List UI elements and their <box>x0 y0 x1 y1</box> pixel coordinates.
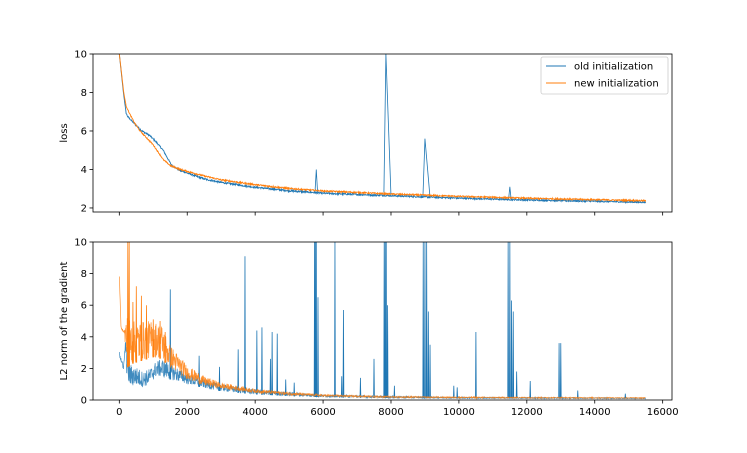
spike-new <box>152 319 155 358</box>
axes-frame <box>92 53 673 213</box>
spike-old <box>269 358 272 396</box>
y-tick-label: 2 <box>81 203 87 214</box>
spike-old <box>271 332 273 396</box>
series-line-new <box>118 54 647 203</box>
spike-old <box>429 344 431 399</box>
series-line-new <box>118 276 646 400</box>
spike-old <box>317 297 319 397</box>
spike-old <box>386 305 389 399</box>
spike-old <box>314 169 319 194</box>
spike-old <box>256 330 258 395</box>
spike-new <box>164 332 166 363</box>
x-tick-label: 10000 <box>443 407 475 418</box>
y-axis-label: L2 norm of the gradient <box>59 261 70 380</box>
spike-old <box>475 332 477 399</box>
spike-old <box>558 343 560 399</box>
y-tick-label: 8 <box>81 269 87 280</box>
y-tick-label: 4 <box>81 165 87 176</box>
spike-old <box>422 138 431 198</box>
spike-old <box>456 387 459 399</box>
legend-label-old: old initialization <box>574 62 653 73</box>
y-tick-label: 8 <box>81 88 87 99</box>
y-axis-label: loss <box>59 123 70 142</box>
spike-old <box>244 256 246 394</box>
spike-old <box>510 300 513 399</box>
spike-old <box>276 333 279 396</box>
plot-area <box>118 242 646 400</box>
y-tick-label: 6 <box>81 301 87 312</box>
spike-old <box>342 309 345 398</box>
plot-area <box>118 54 647 205</box>
spike-old <box>512 311 515 399</box>
spike-old <box>507 242 509 399</box>
spike-old <box>237 349 239 393</box>
spike-new <box>127 242 129 368</box>
spike-old <box>315 242 318 397</box>
spike-old <box>508 186 512 201</box>
legend-box <box>540 56 669 95</box>
spike-new <box>135 286 138 363</box>
spike-new <box>128 242 130 367</box>
spike-old <box>453 385 455 399</box>
spike-old <box>425 242 428 399</box>
legend: old initialization new initialization <box>540 56 669 95</box>
spike-old <box>624 393 627 399</box>
spike-old <box>529 381 532 399</box>
spike-old <box>359 377 362 398</box>
spike-old <box>515 371 518 399</box>
spike-old <box>261 327 263 395</box>
spike-old <box>373 358 375 398</box>
spike-old <box>576 390 579 399</box>
spike-old <box>383 242 386 399</box>
spike-new <box>132 302 134 364</box>
spike-old <box>293 382 296 397</box>
spike-new <box>159 320 161 359</box>
spike-old <box>383 54 392 197</box>
loss-axes: 2 4 6 8 10 loss <box>59 50 673 216</box>
y-tick-label: 10 <box>74 238 87 249</box>
x-tick-label: 12000 <box>511 407 543 418</box>
spike-old <box>313 242 316 397</box>
spike-old <box>384 242 387 399</box>
x-tick-label: 14000 <box>579 407 611 418</box>
spike-new <box>145 305 148 360</box>
legend-label-new: new initialization <box>574 79 659 90</box>
spike-old <box>559 343 562 399</box>
gradient-norm-axes: 0 2000 4000 6000 8000 10000 12000 14000 16000 0 2 4… <box>59 238 679 419</box>
spike-old <box>334 242 336 398</box>
spike-old <box>427 311 430 399</box>
spike-old <box>284 379 287 396</box>
spike-old <box>385 242 388 399</box>
x-tick-label: 8000 <box>378 407 403 418</box>
spike-old <box>340 376 343 398</box>
spike-old <box>422 242 425 399</box>
x-tick-label: 16000 <box>647 407 679 418</box>
x-tick-label: 6000 <box>310 407 335 418</box>
series-line-old <box>118 342 646 400</box>
spike-old <box>509 242 511 399</box>
y-tick-label: 4 <box>81 332 87 343</box>
y-tick-label: 6 <box>81 126 87 137</box>
spike-new <box>140 295 143 362</box>
y-tick-label: 0 <box>81 396 87 407</box>
y-tick-label: 10 <box>74 50 87 61</box>
spike-old <box>393 385 396 399</box>
axes-frame <box>92 241 673 401</box>
y-tick-label: 2 <box>81 364 87 375</box>
x-tick-label: 0 <box>116 407 122 418</box>
spike-old <box>218 366 221 391</box>
spike-old <box>424 242 426 399</box>
x-tick-label: 4000 <box>242 407 267 418</box>
x-tick-label: 2000 <box>175 407 200 418</box>
